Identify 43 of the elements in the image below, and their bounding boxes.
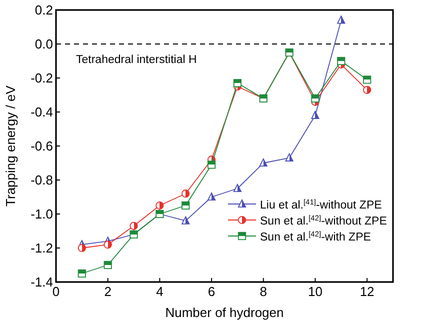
point [337, 56, 346, 66]
point [259, 158, 268, 167]
y-tick-label: -0.6 [30, 138, 53, 154]
point [311, 94, 320, 102]
point [182, 216, 190, 224]
point [285, 153, 294, 162]
y-tick-label: 0.0 [34, 36, 53, 52]
point [130, 222, 138, 230]
y-tick-label: -1.2 [30, 240, 53, 256]
y-tick-label: -1.4 [30, 274, 53, 290]
point [182, 201, 190, 210]
point [156, 201, 164, 210]
y-axis-title: Trapping energy / eV [3, 85, 18, 206]
y-tick-label: -0.2 [30, 70, 53, 86]
legend-label: Sun et al.$^{[42]}$-with ZPE [260, 229, 372, 244]
point [78, 244, 86, 252]
y-tick-label: -0.8 [30, 172, 53, 188]
x-tick-label: 10 [308, 284, 322, 299]
x-tick-label: 12 [360, 284, 374, 299]
y-tick-label: -0.4 [30, 104, 53, 120]
y-tick-label: -1.0 [30, 206, 53, 222]
legend-label: Liu et al.$^{[41]}$-without ZPE [260, 197, 382, 212]
x-tick-label: 2 [104, 284, 112, 299]
point [207, 160, 216, 169]
x-tick-label: 0 [52, 284, 60, 299]
point [311, 110, 320, 119]
x-tick-label: 6 [208, 284, 216, 299]
x-tick-label: 8 [260, 284, 267, 299]
x-tick-label: 4 [156, 284, 164, 299]
point [104, 240, 112, 249]
ref-line-label: Tetrahedral interstitial H [76, 54, 197, 66]
point [182, 190, 190, 198]
legend-label: Sun et al.$^{[42]}$-without ZPE [260, 213, 388, 228]
point [363, 76, 372, 84]
point [104, 260, 112, 270]
point [363, 86, 372, 94]
point [337, 16, 346, 24]
point [78, 269, 86, 278]
point [233, 79, 242, 88]
y-tick-label: 0.2 [34, 2, 53, 18]
point [233, 184, 242, 192]
x-axis-title: Number of hydrogen [165, 305, 284, 320]
point [207, 192, 216, 201]
